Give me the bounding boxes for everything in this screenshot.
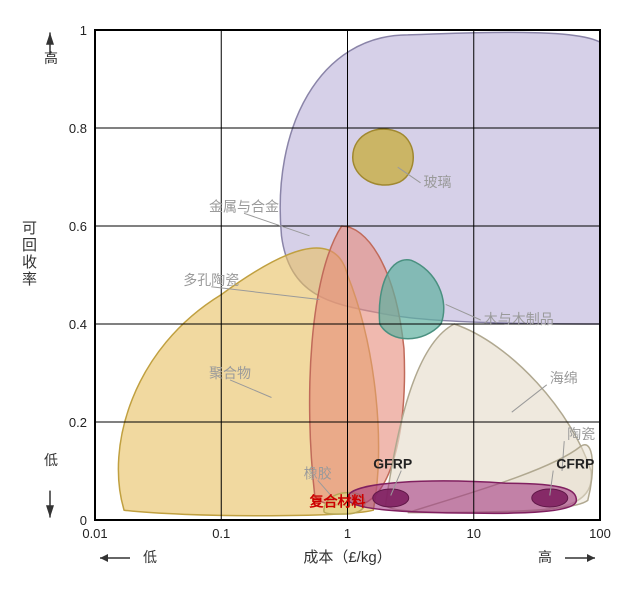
- svg-text:0.8: 0.8: [69, 121, 87, 136]
- svg-text:0.6: 0.6: [69, 219, 87, 234]
- svg-text:玻璃: 玻璃: [424, 174, 452, 190]
- svg-text:CFRP: CFRP: [556, 456, 594, 472]
- svg-text:海绵: 海绵: [550, 370, 578, 386]
- svg-text:复合材料: 复合材料: [308, 493, 365, 509]
- svg-text:木与木制品: 木与木制品: [484, 311, 554, 327]
- svg-text:100: 100: [589, 526, 611, 541]
- svg-text:1: 1: [80, 23, 87, 38]
- svg-text:0.01: 0.01: [82, 526, 107, 541]
- svg-text:多孔陶瓷: 多孔陶瓷: [183, 272, 239, 288]
- svg-text:0.1: 0.1: [212, 526, 230, 541]
- svg-text:10: 10: [467, 526, 481, 541]
- svg-text:0: 0: [80, 513, 87, 528]
- svg-text:GFRP: GFRP: [373, 456, 412, 472]
- y-axis-label: 可回收率: [18, 220, 39, 288]
- material-chart: 可回收率 高 低 0.010.111010000.20.40.60.81成本（£…: [10, 10, 630, 590]
- svg-text:0.2: 0.2: [69, 415, 87, 430]
- svg-text:0.4: 0.4: [69, 317, 87, 332]
- y-low-label: 低: [44, 450, 58, 470]
- svg-text:高: 高: [538, 549, 552, 565]
- svg-text:成本（£/kg）: 成本（£/kg）: [303, 549, 391, 566]
- svg-text:陶瓷: 陶瓷: [567, 426, 595, 442]
- y-high-label: 高: [44, 48, 58, 68]
- svg-text:1: 1: [344, 526, 351, 541]
- chart-svg: 0.010.111010000.20.40.60.81成本（£/kg）低高金属与…: [10, 10, 630, 590]
- svg-text:金属与合金: 金属与合金: [209, 198, 279, 214]
- svg-text:低: 低: [143, 549, 157, 565]
- svg-text:聚合物: 聚合物: [209, 365, 251, 381]
- svg-text:橡胶: 橡胶: [304, 465, 332, 481]
